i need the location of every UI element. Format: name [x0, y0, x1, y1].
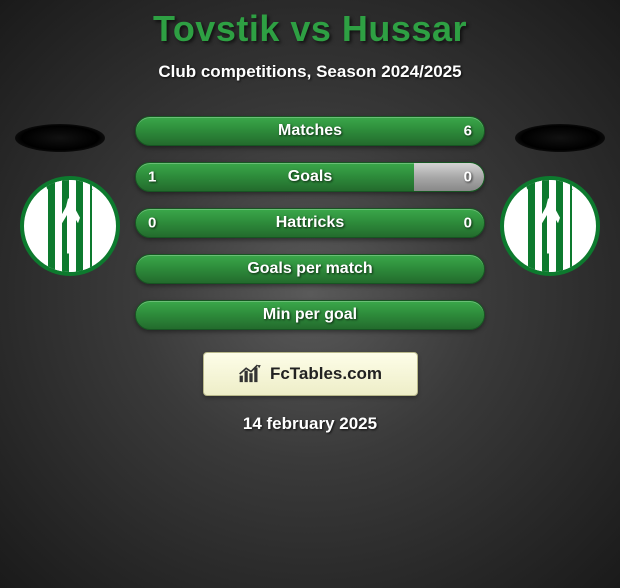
- bar-chart-icon: [238, 364, 264, 384]
- stat-value-right: 0: [464, 169, 472, 186]
- stat-label: Min per goal: [263, 306, 357, 324]
- avatar-shadow-left: [15, 124, 105, 152]
- stat-row: 1 Goals 0: [135, 162, 485, 192]
- comparison-panel: CFLORA CFLORA Matches61Goals00Hattricks0…: [0, 116, 620, 346]
- subtitle: Club competitions, Season 2024/2025: [0, 62, 620, 82]
- club-badge-left: CFLORA: [20, 176, 120, 276]
- avatar-shadow-right: [515, 124, 605, 152]
- stat-row: Goals per match: [135, 254, 485, 284]
- stat-value-left: 0: [148, 215, 156, 232]
- stat-label: Hattricks: [276, 214, 344, 232]
- bar-fill-right: [414, 163, 484, 191]
- stat-value-left: 1: [148, 169, 156, 186]
- club-badge-right: CFLORA: [500, 176, 600, 276]
- brand-label: FcTables.com: [270, 364, 382, 384]
- stat-label: Goals per match: [247, 260, 372, 278]
- badge-stripes: [48, 180, 92, 272]
- stat-label: Matches: [278, 122, 342, 140]
- stat-row: Min per goal: [135, 300, 485, 330]
- stat-row: Matches 6: [135, 116, 485, 146]
- badge-figure: [540, 199, 560, 254]
- stat-value-right: 0: [464, 215, 472, 232]
- page-title: Tovstik vs Hussar: [0, 8, 620, 50]
- badge-figure: [60, 199, 80, 254]
- stat-bars: Matches 6 1 Goals 0 0 Hattricks 0 Goals per matc…: [135, 116, 485, 330]
- stat-value-right: 6: [464, 123, 472, 140]
- brand-box[interactable]: FcTables.com: [203, 352, 418, 396]
- badge-stripes: [528, 180, 572, 272]
- stat-label: Goals: [288, 168, 332, 186]
- stat-row: 0 Hattricks 0: [135, 208, 485, 238]
- date-label: 14 february 2025: [0, 414, 620, 434]
